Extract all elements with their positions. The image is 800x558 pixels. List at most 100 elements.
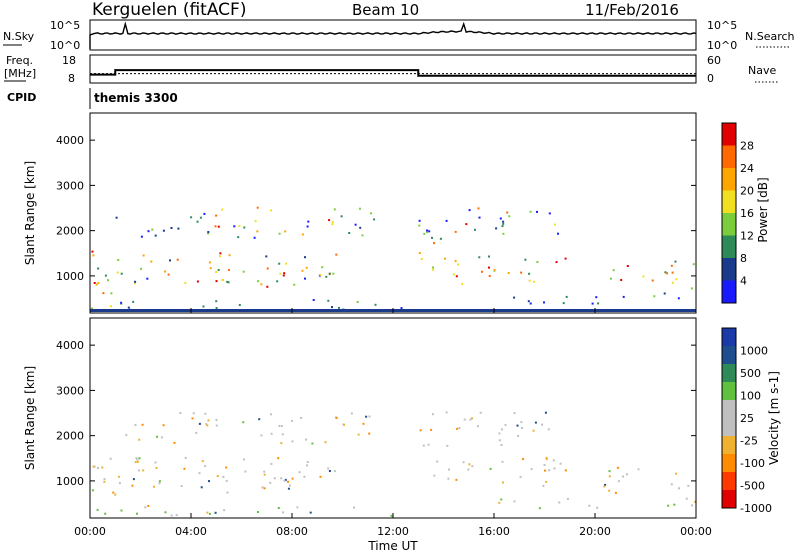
colorbar-swatch (722, 436, 736, 454)
colorbar-swatch (722, 213, 736, 236)
heatmap-cell (469, 418, 472, 421)
heatmap-cell (154, 461, 157, 464)
heatmap-cell (527, 300, 530, 303)
heatmap-cell (477, 207, 480, 210)
heatmap-cell (253, 236, 256, 239)
heatmap-cell (242, 270, 245, 273)
heatmap-cell (597, 302, 600, 305)
heatmap-cell (158, 482, 161, 485)
heatmap-cell (517, 434, 520, 437)
heatmap-cell (278, 232, 281, 235)
heatmap-cell (694, 500, 697, 503)
heatmap-cell (257, 280, 260, 283)
heatmap-cell (513, 412, 516, 415)
heatmap-cell (164, 270, 167, 273)
heatmap-cell (162, 424, 165, 427)
heatmap-cell (524, 258, 527, 261)
heatmap-cell (468, 463, 471, 466)
power-panel-frame (89, 112, 697, 314)
heatmap-cell (479, 411, 482, 414)
heatmap-cell (142, 469, 145, 472)
x-tick-label: 00:00 (680, 525, 712, 538)
heatmap-cell (312, 299, 315, 301)
frequency-panel-frame (89, 54, 697, 84)
heatmap-cell (154, 234, 157, 237)
noise-right-tick-top: 10^5 (707, 19, 737, 32)
heatmap-cell (110, 292, 113, 295)
heatmap-cell (277, 457, 280, 460)
heatmap-cell (331, 223, 334, 226)
heatmap-cell (287, 487, 290, 490)
heatmap-cell (324, 441, 327, 444)
heatmap-cell (591, 302, 594, 305)
heatmap-cell (520, 421, 523, 424)
heatmap-cell (454, 260, 457, 263)
heatmap-cell (227, 281, 230, 284)
heatmap-cell (284, 230, 287, 233)
heatmap-cell (199, 216, 202, 219)
n-sky-label: N.Sky (3, 30, 35, 43)
heatmap-cell (136, 512, 138, 515)
heatmap-cell (115, 216, 118, 219)
heatmap-cell (426, 229, 429, 232)
heatmap-cell (670, 483, 673, 486)
heatmap-cell (214, 511, 217, 514)
heatmap-cell (190, 216, 193, 219)
heatmap-cell (522, 458, 525, 461)
heatmap-cell (614, 491, 617, 494)
heatmap-cell (622, 295, 625, 298)
noise-panel-frame (89, 19, 697, 51)
colorbar-tick-label: 500 (740, 367, 761, 380)
heatmap-cell (215, 271, 218, 273)
heatmap-cell (328, 272, 331, 275)
heatmap-cell (183, 467, 186, 470)
colorbar-swatch (722, 472, 736, 490)
heatmap-cell (208, 480, 210, 483)
heatmap-cell (301, 269, 304, 272)
heatmap-cell (374, 303, 377, 306)
heatmap-cell (146, 277, 149, 280)
heatmap-cell (356, 301, 359, 303)
station-title: Kerguelen (fitACF) (92, 0, 246, 20)
power-panel: 1000 2000 3000 4000 Slant Range [km] 4 8 12 16… (23, 112, 770, 314)
heatmap-cell (454, 230, 457, 233)
nave-tick-top: 60 (707, 54, 721, 67)
heatmap-cell (227, 269, 230, 271)
heatmap-cell (277, 507, 280, 509)
colorbar-swatch (722, 145, 736, 168)
heatmap-cell (674, 260, 677, 263)
heatmap-cell (117, 475, 120, 478)
heatmap-cell (333, 208, 336, 211)
heatmap-cell (520, 271, 523, 274)
heatmap-cell (138, 457, 141, 460)
heatmap-cell (547, 428, 550, 431)
heatmap-cell (488, 275, 491, 277)
heatmap-cell (427, 443, 430, 446)
heatmap-cell (370, 212, 373, 215)
heatmap-cell (269, 481, 272, 484)
colorbar-swatch (722, 168, 736, 191)
y-tick-label: 3000 (56, 384, 84, 397)
heatmap-cell (293, 283, 296, 286)
heatmap-cell (201, 460, 204, 463)
heatmap-cell (423, 232, 426, 235)
colorbar-frame (721, 122, 737, 304)
colorbar-swatch (722, 382, 736, 400)
heatmap-cell (513, 500, 516, 503)
heatmap-cell (481, 270, 483, 273)
heatmap-cell (350, 412, 353, 415)
heatmap-cell (608, 475, 611, 478)
heatmap-cell (501, 460, 504, 463)
heatmap-cell (304, 256, 306, 259)
heatmap-cell (120, 509, 123, 512)
heatmap-cell (692, 263, 695, 266)
heatmap-cell (120, 302, 123, 305)
heatmap-cell (242, 458, 245, 461)
heatmap-cell (559, 462, 562, 465)
heatmap-cell (357, 433, 360, 436)
heatmap-cell (495, 227, 498, 230)
heatmap-cell (685, 497, 688, 500)
heatmap-cell (184, 456, 187, 459)
heatmap-cell (499, 217, 502, 220)
colorbar-frame (721, 327, 737, 509)
